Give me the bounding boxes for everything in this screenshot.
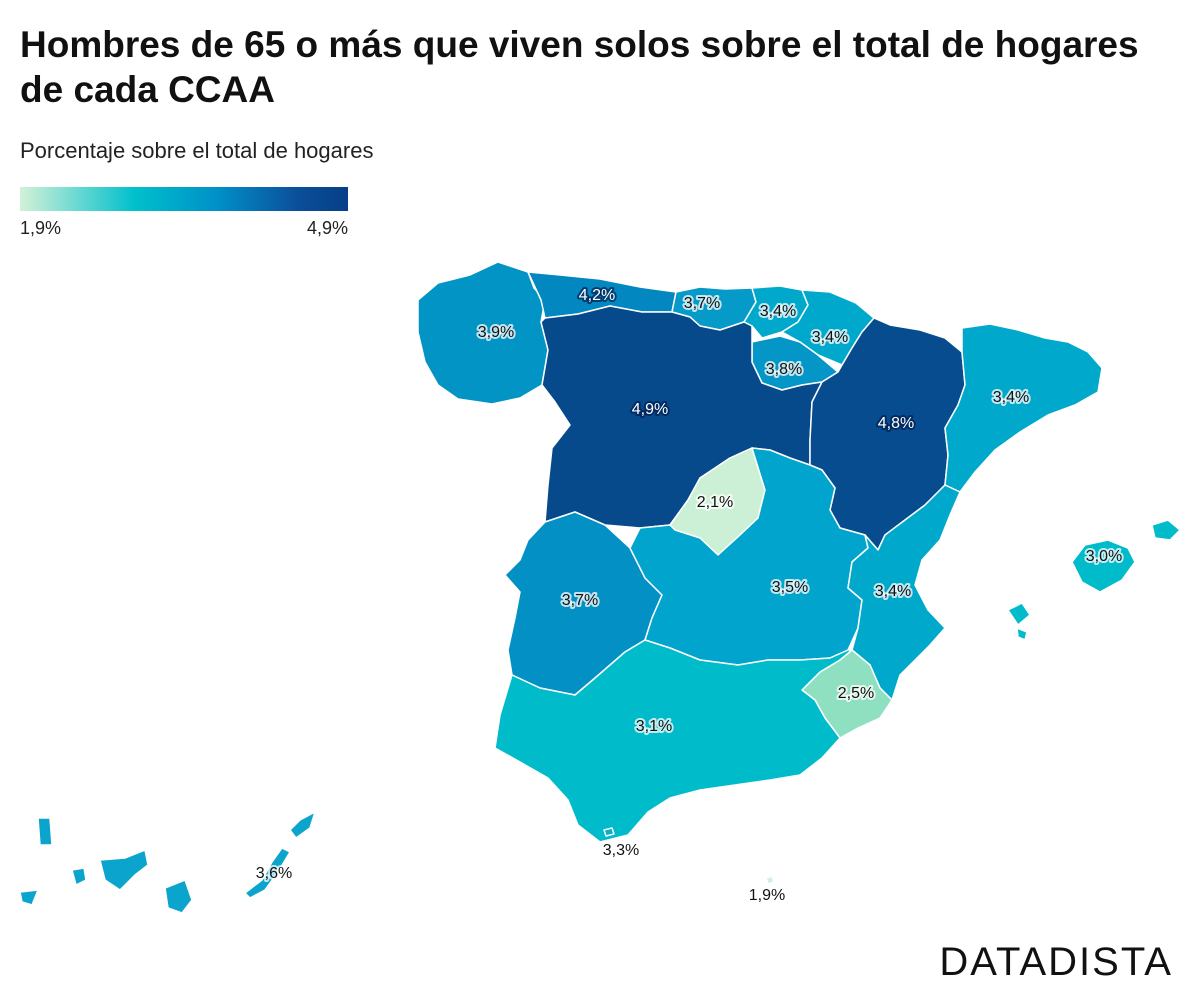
spain-choropleth-map: 3,9% 4,2% 3,7% 3,4% 3,4% 3,8% 4,9% 4,8% 3,4% 2,1%… — [19, 261, 1181, 914]
region-illes-balears — [1007, 519, 1181, 641]
region-la-rioja-value-label: 3,8% — [766, 361, 802, 378]
region-murcia-value-label: 2,5% — [838, 685, 874, 702]
region-cantabria-value-label: 3,7% — [684, 295, 720, 312]
region-illes-balears-value-label: 3,0% — [1086, 548, 1122, 565]
region-canarias — [19, 811, 316, 914]
region-castilla-la-mancha-value-label: 3,5% — [772, 579, 808, 596]
region-canarias-value-label: 3,6% — [256, 865, 292, 882]
legend-min-label: 1,9% — [20, 218, 62, 238]
region-castilla-leon-value-label: 4,9% — [632, 401, 668, 418]
region-pais-vasco-value-label: 3,4% — [760, 303, 796, 320]
region-comunitat-valenciana-value-label: 3,4% — [875, 583, 911, 600]
color-legend: 1,9% 4,9% — [20, 187, 348, 239]
region-andalucia — [494, 639, 853, 843]
region-ceuta-value-label: 3,3% — [603, 842, 639, 859]
region-aragon-value-label: 4,8% — [878, 415, 914, 432]
chart-subtitle: Porcentaje sobre el total de hogares — [20, 138, 374, 163]
legend-gradient-bar — [20, 187, 348, 211]
region-comunitat-valenciana — [847, 484, 961, 701]
region-melilla — [765, 875, 775, 885]
region-cataluna — [944, 323, 1103, 493]
region-ceuta — [603, 827, 615, 837]
region-madrid-value-label: 2,1% — [697, 494, 733, 511]
region-asturias-value-label: 4,2% — [579, 287, 615, 304]
chart-title: Hombres de 65 o más que viven solos sobr… — [20, 24, 1139, 110]
region-andalucia-value-label: 3,1% — [636, 718, 672, 735]
region-extremadura-value-label: 3,7% — [562, 592, 598, 609]
region-navarra-value-label: 3,4% — [812, 329, 848, 346]
legend-max-label: 4,9% — [306, 218, 348, 238]
datadista-logo: DATADISTA — [939, 940, 1173, 984]
region-galicia-value-label: 3,9% — [478, 324, 514, 341]
region-melilla-value-label: 1,9% — [749, 887, 785, 904]
region-cataluna-value-label: 3,4% — [993, 389, 1029, 406]
